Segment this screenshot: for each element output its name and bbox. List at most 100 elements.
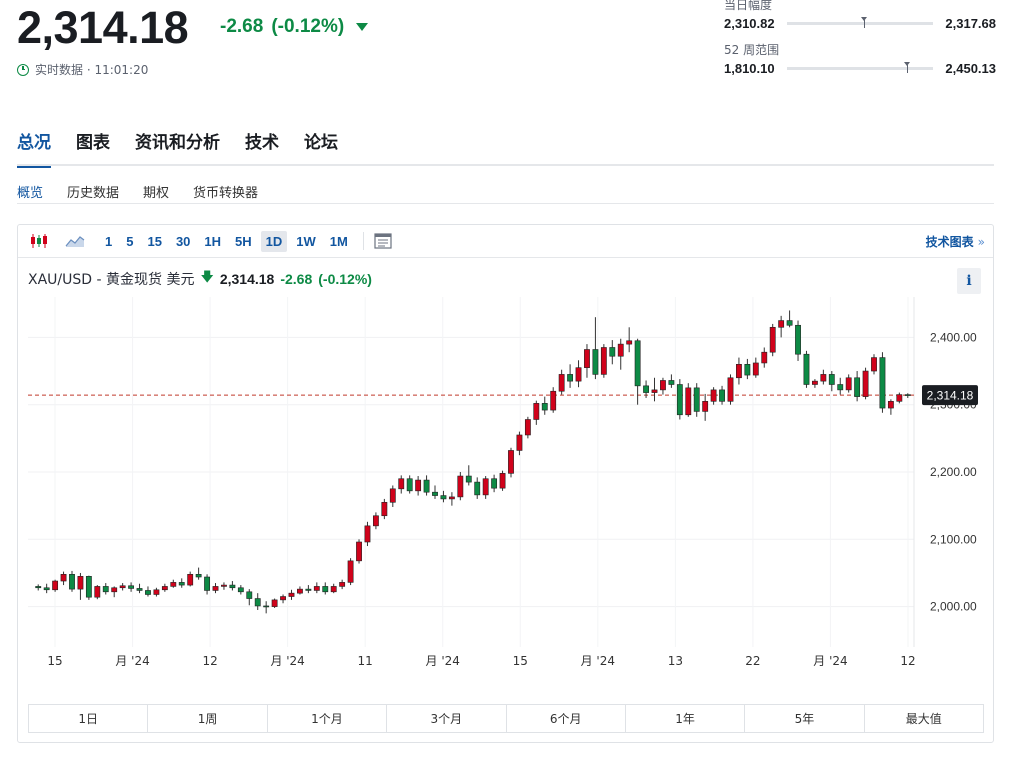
candle-body (786, 320, 793, 326)
candle-body (271, 599, 278, 607)
x-tick-label: 15 (513, 654, 528, 668)
candle-body (508, 450, 514, 474)
chart-toolbar: 1 5 15 30 1H 5H 1D 1W 1M (18, 225, 993, 257)
period-1m[interactable]: 1个月 (268, 705, 388, 732)
candle-body (69, 574, 75, 590)
candle-body (246, 591, 253, 599)
subtab-options[interactable]: 期权 (143, 186, 170, 201)
candle-body (719, 389, 725, 402)
candle-body (896, 394, 903, 402)
candle-body (795, 324, 801, 355)
candle-body (178, 582, 185, 586)
period-1w[interactable]: 1周 (148, 705, 268, 732)
candle-body (828, 374, 835, 385)
period-1y[interactable]: 1年 (626, 705, 746, 732)
x-tick-label: 月 '24 (426, 654, 460, 668)
subtab-overview[interactable]: 概览 (17, 186, 44, 201)
current-price-tag-label: 2,314.18 (927, 389, 974, 403)
x-tick-label: 12 (202, 654, 217, 668)
candle-body (60, 574, 67, 582)
technical-chart-label: 技术图表 (925, 235, 974, 249)
interval-1min[interactable]: 1 (105, 233, 113, 249)
y-tick-label: 2,200.00 (930, 465, 977, 479)
tabs-divider (17, 164, 994, 166)
day-range-high: 2,317.68 (945, 16, 996, 31)
down-arrow-icon: 🡇 (200, 270, 214, 285)
tab-news-analysis[interactable]: 资讯和分析 (135, 133, 220, 153)
period-5y[interactable]: 5年 (745, 705, 865, 732)
candle-body (356, 541, 362, 562)
candle-body (35, 586, 42, 589)
interval-5min[interactable]: 5 (126, 233, 134, 249)
area-chart-icon[interactable] (64, 232, 86, 250)
period-6m[interactable]: 6个月 (507, 705, 626, 732)
candle-body (440, 495, 447, 500)
candle-body (195, 574, 202, 578)
tab-forum[interactable]: 论坛 (304, 133, 338, 153)
interval-5h[interactable]: 5H (235, 233, 252, 249)
technical-chart-link[interactable]: 技术图表» (926, 233, 985, 250)
interval-1m[interactable]: 1M (329, 233, 348, 249)
candle-body (102, 586, 109, 593)
week52-range: 52 周范围 1,810.10 2,450.13 (724, 41, 996, 76)
tab-technical[interactable]: 技术 (245, 133, 279, 153)
day-range-marker (861, 17, 868, 28)
candle-body (837, 384, 844, 391)
y-tick-label: 2,100.00 (930, 532, 977, 546)
change-value: -2.68 (220, 16, 264, 37)
x-tick-label: 月 '24 (270, 654, 304, 668)
candle-body (145, 590, 151, 595)
toolbar-divider (18, 257, 993, 258)
subtab-currency-converter[interactable]: 货币转换器 (193, 186, 259, 201)
week52-range-bar (786, 62, 934, 73)
interval-1h[interactable]: 1H (204, 233, 222, 249)
double-chevron-right-icon: » (977, 235, 985, 249)
candle-body (313, 586, 320, 591)
table-view-icon[interactable] (372, 232, 394, 250)
candlestick-chart[interactable]: 2,000.002,100.002,200.002,300.002,400.00… (28, 297, 984, 697)
current-price: 2,314.18 (17, 2, 189, 53)
candle-body (550, 390, 557, 411)
candle-body (676, 384, 683, 416)
x-tick-label: 月 '24 (115, 654, 149, 668)
info-icon[interactable]: i (957, 268, 981, 294)
candle-body (161, 586, 168, 591)
subtab-historical-data[interactable]: 历史数据 (67, 186, 120, 201)
candle-body (879, 357, 886, 409)
interval-30min[interactable]: 30 (175, 233, 191, 249)
main-tabs: 总况 图表 资讯和分析 技术 论坛 (17, 128, 338, 168)
period-1d[interactable]: 1日 (29, 705, 149, 732)
candle-body (761, 351, 768, 364)
candle-body (170, 582, 177, 587)
candle-body (372, 515, 379, 527)
candle-body (727, 377, 734, 402)
change-percent: (-0.12%) (271, 16, 345, 37)
x-tick-label: 月 '24 (581, 654, 615, 668)
x-tick-label: 12 (900, 654, 915, 668)
candle-body (381, 501, 388, 517)
candlestick-chart-icon[interactable] (28, 232, 50, 250)
candle-body (541, 403, 548, 411)
period-max[interactable]: 最大值 (905, 712, 942, 726)
chart-panel: 1 5 15 30 1H 5H 1D 1W 1M 技术图表» XAU/USD -… (17, 224, 994, 743)
subtabs-divider (17, 203, 994, 204)
period-3m[interactable]: 3个月 (387, 705, 507, 732)
candle-body (465, 475, 472, 483)
candle-body (474, 481, 481, 496)
candle-body (811, 380, 818, 385)
candle-body (406, 478, 413, 492)
tab-chart[interactable]: 图表 (76, 133, 110, 153)
candle-body (432, 491, 438, 496)
candle-body (457, 475, 464, 498)
candle-body (634, 340, 641, 387)
candle-body (263, 605, 270, 608)
candle-body (736, 364, 742, 379)
tab-overview[interactable]: 总况 (17, 128, 51, 168)
interval-15min[interactable]: 15 (147, 233, 162, 249)
interval-1d[interactable]: 1D (260, 230, 288, 252)
interval-1w[interactable]: 1W (296, 233, 316, 249)
candle-body (288, 592, 295, 597)
candle-body (85, 576, 92, 598)
candle-body (778, 320, 785, 328)
y-tick-label: 2,000.00 (930, 600, 977, 614)
